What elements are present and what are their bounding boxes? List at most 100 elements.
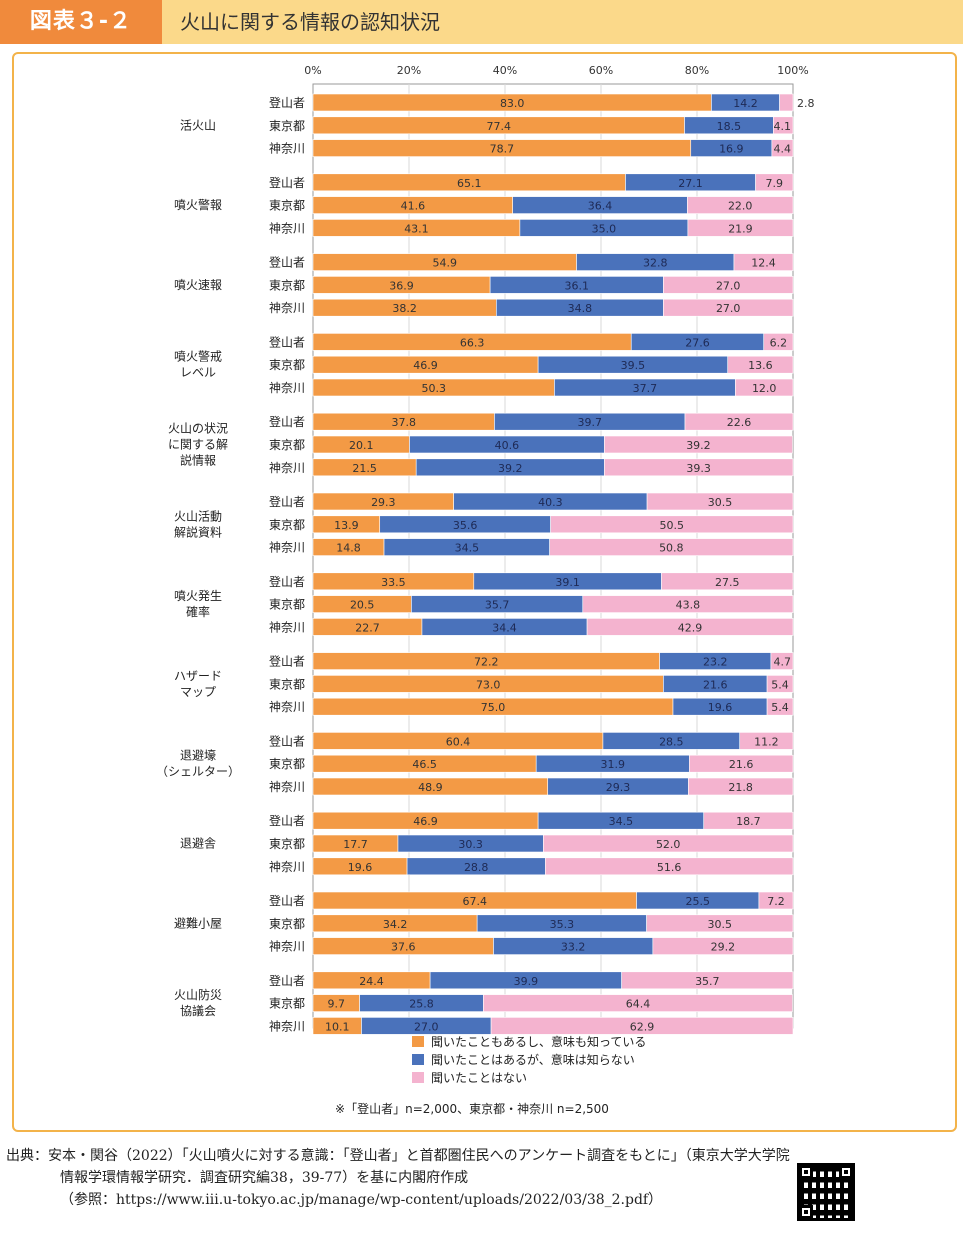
data-label: 9.7 bbox=[328, 998, 346, 1011]
respondent-label: 神奈川 bbox=[269, 301, 305, 315]
data-label: 30.3 bbox=[458, 838, 483, 851]
data-label: 46.5 bbox=[412, 758, 437, 771]
data-label: 39.9 bbox=[514, 975, 539, 988]
data-label: 35.7 bbox=[695, 975, 720, 988]
respondent-label: 登山者 bbox=[269, 175, 305, 190]
category-label: 避難小屋 bbox=[174, 915, 222, 930]
data-label: 37.6 bbox=[391, 941, 416, 954]
data-label: 27.0 bbox=[414, 1020, 439, 1033]
data-label: 40.6 bbox=[495, 439, 520, 452]
bar-segment bbox=[688, 777, 794, 796]
legend-swatch bbox=[412, 1036, 424, 1047]
respondent-label: 神奈川 bbox=[269, 221, 305, 235]
data-label: 28.8 bbox=[464, 861, 489, 874]
respondent-label: 神奈川 bbox=[269, 700, 305, 714]
data-label: 24.4 bbox=[359, 975, 384, 988]
respondent-label: 東京都 bbox=[269, 199, 305, 213]
data-label: 23.2 bbox=[703, 656, 728, 669]
data-label: 18.5 bbox=[717, 120, 742, 133]
data-label: 25.8 bbox=[409, 998, 434, 1011]
respondent-label: 神奈川 bbox=[269, 381, 305, 395]
category-label: に関する解 bbox=[168, 438, 228, 452]
data-label: 42.9 bbox=[678, 621, 703, 634]
category-label: 活火山 bbox=[180, 118, 216, 132]
respondent-label: 神奈川 bbox=[269, 620, 305, 634]
bar-segment bbox=[483, 994, 793, 1012]
respondent-label: 登山者 bbox=[269, 813, 305, 828]
category-label: 噴火警報 bbox=[174, 197, 222, 212]
data-label: 46.9 bbox=[413, 815, 438, 828]
data-label: 29.3 bbox=[371, 496, 396, 509]
data-label: 33.5 bbox=[381, 576, 406, 589]
data-label: 30.5 bbox=[708, 496, 733, 509]
data-label: 62.9 bbox=[630, 1020, 655, 1033]
data-label: 46.9 bbox=[413, 359, 438, 372]
bar-segment bbox=[604, 435, 793, 454]
data-label: 35.6 bbox=[453, 519, 478, 532]
figure-number: 図表３-２ bbox=[0, 0, 162, 44]
data-label: 37.7 bbox=[633, 382, 658, 395]
data-label: 39.3 bbox=[686, 462, 711, 475]
data-label: 35.7 bbox=[485, 599, 510, 612]
data-label: 34.5 bbox=[455, 542, 480, 555]
x-tick-label: 40% bbox=[493, 64, 517, 77]
data-label: 27.6 bbox=[685, 336, 710, 349]
bar-segment bbox=[684, 412, 794, 431]
data-label: 78.7 bbox=[490, 143, 515, 156]
bar-segment bbox=[663, 276, 794, 294]
respondent-label: 東京都 bbox=[269, 598, 305, 612]
bar-segment bbox=[621, 971, 794, 990]
data-label: 30.5 bbox=[708, 918, 733, 931]
data-label: 36.1 bbox=[565, 279, 590, 292]
legend-swatch bbox=[412, 1054, 424, 1065]
data-label: 39.1 bbox=[555, 576, 580, 589]
data-label: 38.2 bbox=[392, 302, 417, 315]
data-label: 2.8 bbox=[797, 97, 815, 110]
data-label: 40.3 bbox=[538, 496, 563, 509]
data-label: 65.1 bbox=[457, 177, 482, 190]
respondent-label: 登山者 bbox=[269, 255, 305, 270]
data-label: 34.2 bbox=[383, 918, 408, 931]
category-label: 説情報 bbox=[180, 453, 216, 468]
data-label: 29.2 bbox=[711, 941, 736, 954]
respondent-label: 登山者 bbox=[269, 494, 305, 509]
respondent-label: 神奈川 bbox=[269, 940, 305, 954]
source-line-3: （参照：https://www.iii.u-tokyo.ac.jp/manage… bbox=[60, 1192, 663, 1208]
source-line-1: 出典：安本・関谷（2022）「火山噴火に対する意識：「登山者」と首都圏住民へのア… bbox=[6, 1148, 790, 1164]
bar-segment bbox=[733, 253, 794, 271]
data-label: 12.4 bbox=[751, 257, 776, 270]
qr-code-icon bbox=[797, 1163, 855, 1221]
data-label: 20.1 bbox=[349, 439, 374, 452]
bar-segment bbox=[727, 355, 794, 374]
respondent-label: 登山者 bbox=[269, 973, 305, 988]
data-label: 67.4 bbox=[463, 895, 488, 908]
data-label: 7.2 bbox=[767, 895, 785, 908]
respondent-label: 登山者 bbox=[269, 95, 305, 110]
data-label: 27.0 bbox=[716, 279, 741, 292]
data-label: 21.5 bbox=[352, 462, 377, 475]
data-label: 60.4 bbox=[446, 735, 471, 748]
bar-segment bbox=[663, 298, 794, 317]
data-label: 35.3 bbox=[550, 918, 575, 931]
data-label: 39.2 bbox=[498, 462, 523, 475]
data-label: 14.2 bbox=[733, 97, 758, 110]
data-label: 12.0 bbox=[752, 382, 777, 395]
bar-segment bbox=[773, 116, 794, 135]
category-label: 噴火発生 bbox=[174, 589, 222, 603]
respondent-label: 東京都 bbox=[269, 677, 305, 691]
respondent-label: 神奈川 bbox=[269, 461, 305, 475]
category-label: マップ bbox=[180, 685, 216, 699]
data-label: 66.3 bbox=[460, 336, 485, 349]
respondent-label: 登山者 bbox=[269, 334, 305, 349]
data-label: 28.5 bbox=[659, 735, 684, 748]
category-label: レベル bbox=[180, 366, 216, 380]
data-label: 36.9 bbox=[389, 279, 414, 292]
data-label: 21.6 bbox=[729, 758, 754, 771]
data-label: 72.2 bbox=[474, 656, 499, 669]
data-label: 25.5 bbox=[685, 895, 710, 908]
x-tick-label: 80% bbox=[685, 64, 709, 77]
legend-label: 聞いたこともあるし、意味も知っている bbox=[431, 1034, 646, 1049]
bar-segment bbox=[582, 595, 794, 613]
data-label: 22.0 bbox=[728, 200, 753, 213]
bar-segment bbox=[543, 834, 794, 853]
